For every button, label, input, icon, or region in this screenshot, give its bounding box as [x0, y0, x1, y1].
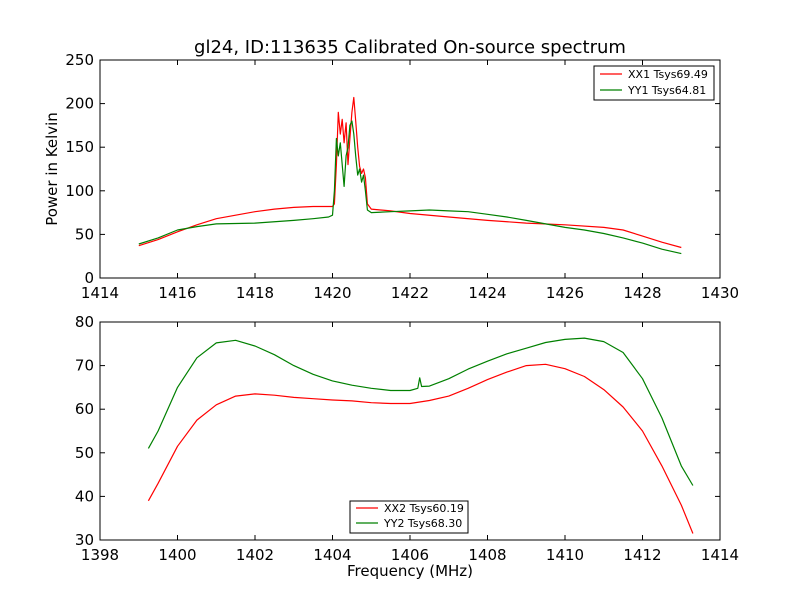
y-tick-label: 100: [65, 182, 94, 200]
x-tick-label: 1398: [81, 546, 119, 564]
x-axis-label: Frequency (MHz): [347, 562, 473, 580]
y-tick-label: 40: [75, 487, 94, 505]
y-tick-label: 70: [75, 357, 94, 375]
y-tick-label: 50: [75, 444, 94, 462]
x-tick-label: 1404: [313, 546, 351, 564]
series-line-xx1: [138, 96, 682, 249]
x-tick-label: 1428: [623, 284, 661, 302]
x-tick-label: 1418: [236, 284, 274, 302]
top-x-axis: 1414 1416 1418 1420 1422 1424 1426 1428 1430: [81, 60, 739, 302]
top-chart: gl24, ID:113635 Calibrated On-source spe…: [43, 37, 739, 302]
legend-label-xx2: XX2 Tsys60.19: [384, 502, 464, 515]
y-tick-label: 80: [75, 313, 94, 331]
legend-box: [593, 65, 715, 101]
legend-box: [349, 500, 469, 534]
bottom-y-axis: 30 40 50 60 70 80: [75, 313, 720, 549]
x-tick-label: 1408: [468, 546, 506, 564]
bottom-chart: 1398 1400 1402 1404 1406 1408 1410 1412 1414 30 4…: [75, 313, 739, 580]
x-tick-label: 1430: [701, 284, 739, 302]
x-tick-label: 1422: [391, 284, 429, 302]
x-tick-label: 1420: [313, 284, 351, 302]
top-y-axis: 0 50 100 150 200 250: [65, 51, 720, 287]
y-tick-label: 60: [75, 400, 94, 418]
legend-label-xx1: XX1 Tsys69.49: [628, 68, 708, 81]
chart-title: gl24, ID:113635 Calibrated On-source spe…: [194, 37, 626, 58]
x-tick-label: 1416: [158, 284, 196, 302]
series-line-yy1: [138, 120, 682, 255]
bottom-plot-area: [147, 337, 694, 534]
x-tick-label: 1400: [158, 546, 196, 564]
bottom-legend: XX2 Tsys60.19 YY2 Tsys68.30: [349, 500, 469, 534]
series-line-xx2: [147, 363, 694, 534]
y-tick-label: 30: [75, 531, 94, 549]
y-tick-label: 50: [75, 225, 94, 243]
x-tick-label: 1412: [623, 546, 661, 564]
x-tick-label: 1426: [546, 284, 584, 302]
y-tick-label: 200: [65, 95, 94, 113]
x-tick-label: 1402: [236, 546, 274, 564]
legend-label-yy2: YY2 Tsys68.30: [383, 517, 462, 530]
y-axis-label: Power in Kelvin: [43, 112, 61, 226]
x-tick-label: 1424: [468, 284, 506, 302]
bottom-x-axis: 1398 1400 1402 1404 1406 1408 1410 1412 1414: [81, 322, 739, 564]
x-tick-label: 1410: [546, 546, 584, 564]
x-tick-label: 1406: [391, 546, 429, 564]
legend-label-yy1: YY1 Tsys64.81: [627, 84, 706, 97]
y-tick-label: 150: [65, 138, 94, 156]
y-tick-label: 250: [65, 51, 94, 69]
y-tick-label: 0: [84, 269, 94, 287]
top-plot-area: [138, 96, 682, 255]
x-tick-label: 1414: [81, 284, 119, 302]
series-line-yy2: [147, 337, 694, 486]
top-legend: XX1 Tsys69.49 YY1 Tsys64.81: [593, 65, 715, 101]
x-tick-label: 1414: [701, 546, 739, 564]
